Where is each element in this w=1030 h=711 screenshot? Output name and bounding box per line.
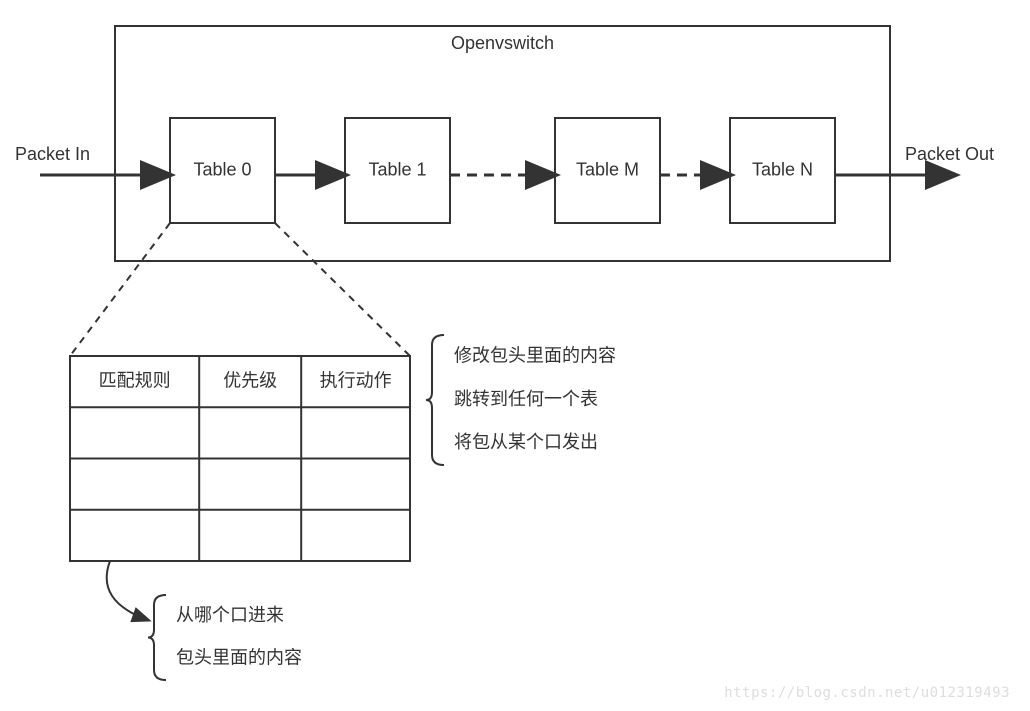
bottom-brace-item-0: 从哪个口进来 xyxy=(176,605,284,625)
expansion-line-1 xyxy=(275,223,410,356)
expansion-line-0 xyxy=(70,223,170,356)
bottom-brace-item-1: 包头里面的内容 xyxy=(176,648,302,668)
watermark-text: https://blog.csdn.net/u012319493 xyxy=(724,685,1010,701)
openvswitch-container xyxy=(115,26,890,261)
right-brace-item-2: 将包从某个口发出 xyxy=(454,432,598,452)
container-title: Openvswitch xyxy=(451,33,554,53)
detail-table-header-1: 优先级 xyxy=(223,370,277,390)
bottom-brace xyxy=(148,595,166,680)
diagram-canvas: Openvswitch Packet In Packet Out Table 0 Tab… xyxy=(0,0,1030,711)
table-label-3: Table N xyxy=(752,159,813,179)
right-brace-item-0: 修改包头里面的内容 xyxy=(454,345,616,365)
packet-in-label: Packet In xyxy=(15,144,90,164)
table-label-1: Table 1 xyxy=(368,159,426,179)
packet-out-label: Packet Out xyxy=(905,144,994,164)
detail-table-header-2: 执行动作 xyxy=(320,370,392,390)
right-brace xyxy=(426,335,444,465)
table-label-0: Table 0 xyxy=(193,159,251,179)
right-brace-item-1: 跳转到任何一个表 xyxy=(454,389,598,409)
curved-arrow xyxy=(107,561,148,620)
detail-table-header-0: 匹配规则 xyxy=(99,370,171,390)
table-label-2: Table M xyxy=(576,159,639,179)
